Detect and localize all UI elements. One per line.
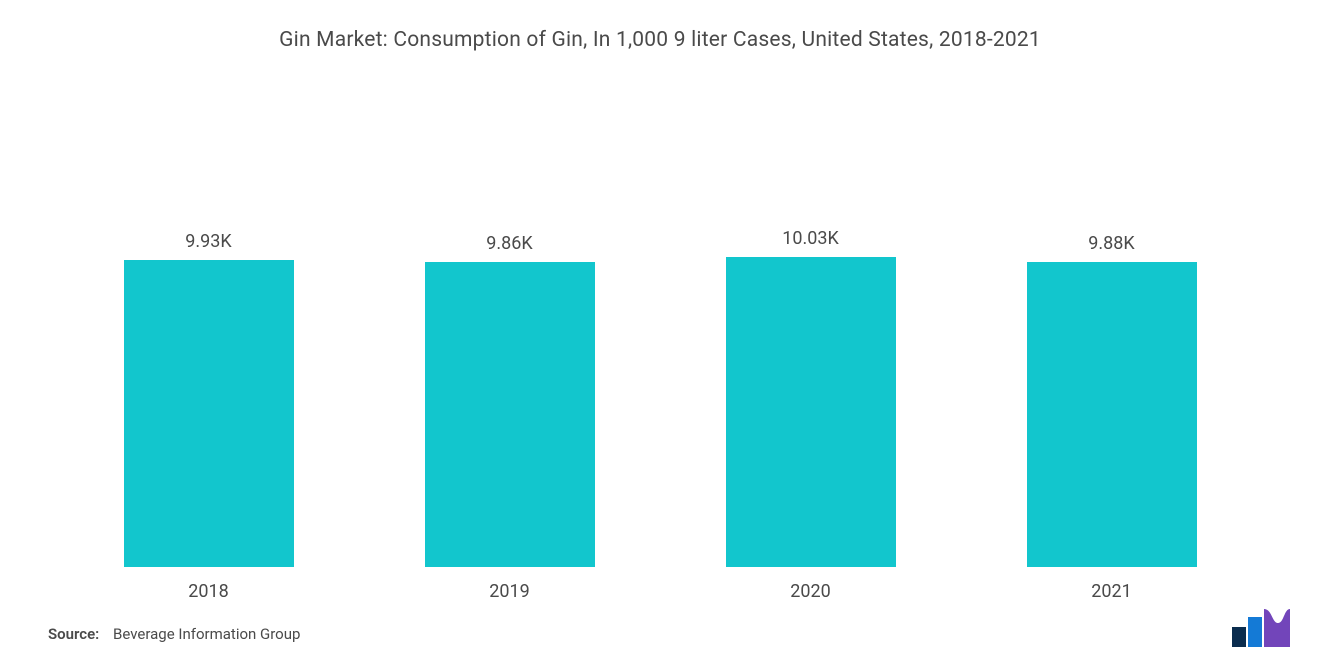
bar-group: 9.86K 2019 [377,233,642,602]
bar-value-label: 10.03K [782,228,839,249]
brand-logo [1232,609,1290,647]
bar-group: 9.88K 2021 [979,233,1244,602]
bar-value-label: 9.88K [1088,233,1134,254]
logo-bar-2 [1248,617,1262,647]
bar [425,262,595,567]
bar-value-label: 9.86K [486,233,532,254]
bar [1027,262,1197,567]
bar-category-label: 2020 [790,581,830,602]
chart-container: Gin Market: Consumption of Gin, In 1,000… [0,0,1320,665]
logo-wave-icon [1264,609,1290,647]
source-label: Source: [48,625,99,643]
bar-category-label: 2021 [1091,581,1131,602]
bar [726,257,896,567]
bar-group: 10.03K 2020 [678,228,943,602]
bar [124,260,294,567]
chart-plot-area: 9.93K 2018 9.86K 2019 10.03K 2020 9.88K 2021 [48,122,1272,602]
bar-category-label: 2019 [489,581,529,602]
bar-category-label: 2018 [188,581,228,602]
bar-value-label: 9.93K [185,231,231,252]
chart-title: Gin Market: Consumption of Gin, In 1,000… [48,28,1272,52]
logo-bar-1 [1232,627,1246,647]
bar-group: 9.93K 2018 [76,231,341,602]
source-text: Beverage Information Group [113,625,300,643]
source-attribution: Source: Beverage Information Group [48,625,300,643]
